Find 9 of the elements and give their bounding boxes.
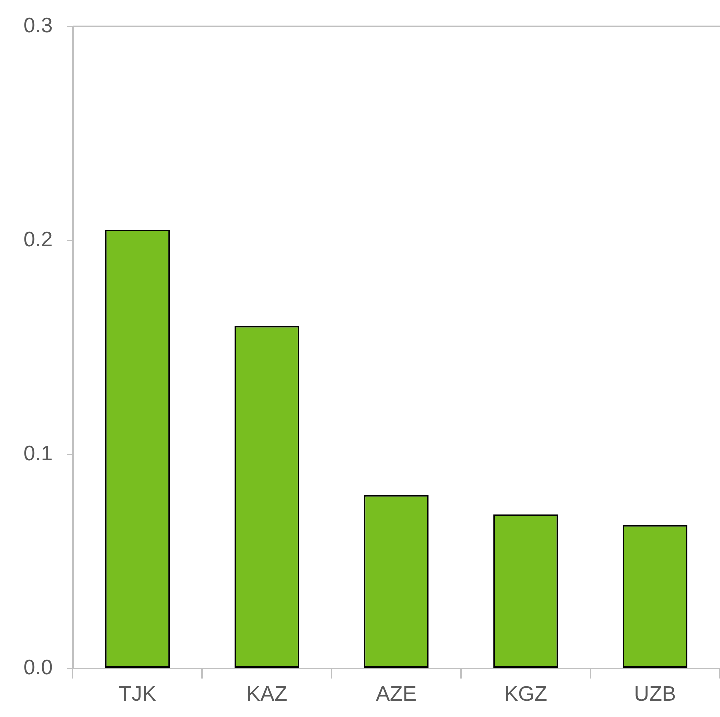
x-tick-label: KAZ — [246, 683, 288, 706]
y-tick-label: 0.0 — [24, 656, 53, 680]
y-tick-label: 0.3 — [24, 14, 53, 38]
x-tick-label: UZB — [634, 683, 676, 706]
x-tick-label: KGZ — [504, 683, 548, 706]
y-tick-label: 0.1 — [24, 442, 53, 466]
x-tick-label: AZE — [376, 683, 417, 706]
x-tick-label: TJK — [119, 683, 156, 706]
y-tick-label: 0.2 — [24, 228, 53, 252]
